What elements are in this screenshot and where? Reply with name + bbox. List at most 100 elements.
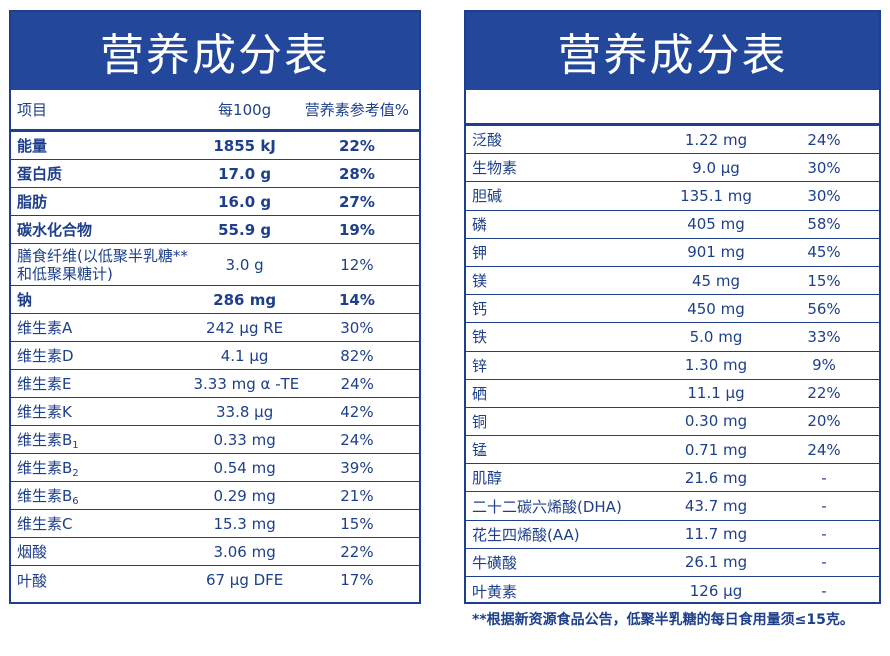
nutrient-name: 烟酸 [17, 543, 48, 561]
nutrient-nrv: 28% [338, 164, 375, 183]
nutrient-name: 维生素A [17, 319, 73, 337]
nutrient-name: 锌 [472, 356, 488, 375]
nutrient-value: 55.9 g [218, 220, 272, 239]
nutrient-nrv: 12% [340, 255, 374, 274]
header-per100g: 每100g [218, 101, 272, 119]
subscript: 2 [72, 467, 79, 479]
nutrient-nrv: - [821, 468, 827, 487]
nutrient-name: 硒 [472, 384, 488, 403]
table-row: 硒 11.1 µg 22% [466, 380, 879, 408]
nutrient-name: 维生素E [17, 375, 72, 393]
nutrient-value: 16.0 g [218, 192, 272, 211]
nutrient-nrv: 21% [340, 486, 374, 505]
nutrient-name: 维生素B1 [17, 430, 79, 451]
nutrient-value: 0.33 mg [213, 430, 276, 449]
nutrient-value: 0.29 mg [213, 486, 276, 505]
nutrient-nrv: 22% [340, 542, 374, 561]
table-row: 维生素B2 0.54 mg 39% [11, 454, 419, 482]
nutrient-nrv: 17% [340, 571, 374, 589]
footnote: **根据新资源食品公告，低聚半乳糖的每日食用量须≤15克。 [472, 612, 854, 628]
nutrient-value: 4.1 µg [220, 346, 269, 365]
nutrient-nrv: 15% [807, 271, 841, 290]
nutrient-nrv: - [821, 497, 827, 516]
nutrient-nrv: 82% [340, 346, 374, 365]
nutrient-value: 67 µg DFE [205, 571, 284, 589]
nutrient-name: 泛酸 [472, 131, 503, 150]
table-row: 锰 0.71 mg 24% [466, 436, 879, 465]
nutrient-name: 膳食纤维(以低聚半乳糖**和低聚果糖计) [17, 246, 188, 283]
nutrient-nrv: 30% [807, 186, 841, 205]
table-row: 烟酸 3.06 mg 22% [11, 538, 419, 566]
table-row: 二十二碳六烯酸(DHA) 43.7 mg - [466, 492, 879, 521]
nutrient-value: 5.0 mg [689, 327, 743, 346]
nutrient-nrv: - [821, 553, 827, 572]
header-item: 项目 [17, 101, 48, 119]
nutrient-nrv: 27% [338, 192, 375, 211]
nutrient-nrv: 30% [807, 158, 841, 177]
table-row: 肌醇 21.6 mg - [466, 464, 879, 493]
nutrient-value: 0.54 mg [213, 458, 276, 477]
nutrient-nrv: 24% [340, 374, 374, 393]
nutrient-name: 维生素B6 [17, 486, 79, 507]
nutrient-value: 21.6 mg [684, 468, 748, 487]
nutrient-name: 二十二碳六烯酸(DHA) [472, 497, 622, 516]
table-row: 维生素A 242 µg RE 30% [11, 314, 419, 342]
nutrient-name: 叶酸 [17, 571, 48, 590]
table-row: 胆碱 135.1 mg 30% [466, 182, 879, 211]
nutrient-value: 26.1 mg [684, 553, 748, 572]
table-row: 维生素D 4.1 µg 82% [11, 342, 419, 370]
nutrient-name: 磷 [472, 215, 488, 234]
table-title-left: 营养成分表 [11, 12, 419, 90]
nutrient-name: 维生素C [17, 515, 73, 533]
nutrient-value: 15.3 mg [213, 514, 276, 533]
nutrient-value: 242 µg RE [206, 318, 284, 337]
table-row: 生物素 9.0 µg 30% [466, 154, 879, 183]
nutrient-value: 286 mg [213, 290, 277, 309]
nutrient-value: 3.06 mg [213, 542, 276, 561]
nutrient-nrv: 42% [340, 402, 374, 421]
nutrient-nrv: 15% [340, 514, 374, 533]
nutrient-value: 1855 kJ [213, 136, 276, 155]
nutrient-name: 叶黄素 [472, 582, 518, 601]
nutrient-name: 维生素D [17, 347, 74, 365]
nutrient-name: 脂肪 [17, 193, 48, 211]
nutrient-value: 43.7 mg [684, 497, 748, 516]
nutrient-nrv: 30% [340, 318, 374, 337]
table-row: 牛磺酸 26.1 mg - [466, 549, 879, 577]
table-row: 铁 5.0 mg 33% [466, 323, 879, 352]
nutrient-nrv: 39% [340, 458, 374, 477]
table-row: 泛酸 1.22 mg 24% [466, 126, 879, 155]
nutrition-table-left: 营养成分表 项目 每100g 营养素参考值% 能量 1855 kJ 22% 蛋白… [9, 10, 421, 604]
table-header-row: 项目 每100g 营养素参考值% [11, 90, 419, 132]
nutrient-nrv: - [821, 582, 827, 601]
nutrient-nrv: 22% [338, 136, 375, 155]
subscript: 6 [72, 495, 79, 507]
nutrient-value: 135.1 mg [680, 186, 752, 205]
table-row: 镁 45 mg 15% [466, 267, 879, 296]
nutrient-value: 33.8 µg [215, 402, 274, 421]
nutrient-nrv: 19% [338, 220, 375, 239]
table-row: 钙 450 mg 56% [466, 295, 879, 324]
nutrient-value: 45 mg [692, 271, 740, 290]
nutrient-name: 生物素 [472, 159, 518, 178]
nutrient-value: 450 mg [687, 299, 745, 318]
nutrient-value: 0.71 mg [684, 440, 748, 459]
nutrient-value: 405 mg [687, 215, 745, 234]
nutrient-name: 维生素B2 [17, 458, 79, 479]
nutrient-nrv: 22% [807, 384, 841, 403]
nutrient-name: 钙 [472, 300, 488, 319]
nutrient-name: 花生四烯酸(AA) [472, 525, 580, 544]
table-row: 铜 0.30 mg 20% [466, 408, 879, 437]
nutrient-name: 维生素K [17, 403, 72, 421]
nutrient-name: 铜 [472, 412, 488, 431]
nutrient-name: 蛋白质 [17, 165, 63, 183]
table-row: 脂肪 16.0 g 27% [11, 188, 419, 216]
table-row: 维生素E 3.33 mg α -TE 24% [11, 370, 419, 398]
nutrient-nrv: 20% [807, 412, 841, 431]
nutrient-value: 17.0 g [218, 164, 272, 183]
nutrient-nrv: - [821, 525, 827, 544]
table-row: 维生素B1 0.33 mg 24% [11, 426, 419, 454]
header-nrv: 营养素参考值% [304, 101, 410, 119]
table-row: 蛋白质 17.0 g 28% [11, 160, 419, 188]
nutrient-nrv: 58% [807, 215, 841, 234]
